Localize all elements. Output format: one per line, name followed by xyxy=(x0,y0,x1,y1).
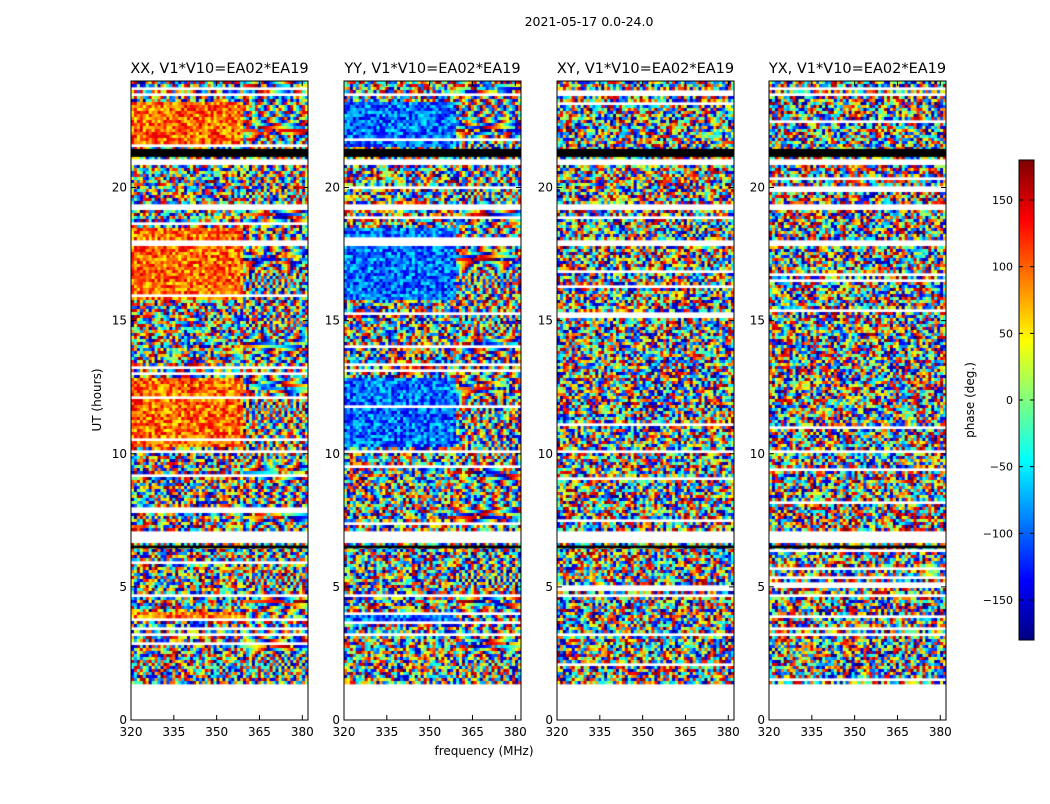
y-tick-label: 15 xyxy=(112,314,127,328)
y-tick-label: 5 xyxy=(332,580,340,594)
panel-title: YX, V1*V10=EA02*EA19 xyxy=(768,61,946,77)
figure-title: 2021-05-17 0.0-24.0 xyxy=(525,14,654,29)
panel-title: YY, V1*V10=EA02*EA19 xyxy=(343,61,520,77)
x-tick-label: 380 xyxy=(504,725,527,739)
panels: 320 335 350 365 380 0 5 10 15 20 XX, V1*V10=EA02*E… xyxy=(112,61,952,739)
x-tick-label: 365 xyxy=(674,725,697,739)
x-tick-label: 350 xyxy=(843,725,866,739)
y-tick-label: 0 xyxy=(332,713,340,727)
y-axis-label: UT (hours) xyxy=(90,368,104,431)
x-tick-label: 365 xyxy=(248,725,271,739)
y-tick-label: 10 xyxy=(325,447,340,461)
y-tick-label: 10 xyxy=(750,447,765,461)
y-tick-label: 15 xyxy=(538,314,553,328)
y-tick-label: 0 xyxy=(545,713,553,727)
colorbar-tick-label: −100 xyxy=(983,527,1013,540)
x-tick-label: 350 xyxy=(418,725,441,739)
panel-title: XX, V1*V10=EA02*EA19 xyxy=(130,61,308,77)
phase-heatmap-1 xyxy=(131,81,308,720)
colorbar-label: phase (deg.) xyxy=(963,362,977,438)
x-tick-label: 350 xyxy=(205,725,228,739)
y-tick-label: 20 xyxy=(750,181,765,195)
x-tick-label: 365 xyxy=(461,725,484,739)
panel-2: 320 335 350 365 380 0 5 10 15 20 YY, V1*V10=EA02*E… xyxy=(325,61,527,739)
x-tick-label: 335 xyxy=(800,725,823,739)
y-tick-label: 20 xyxy=(325,181,340,195)
y-tick-label: 20 xyxy=(538,181,553,195)
x-tick-label: 380 xyxy=(929,725,952,739)
colorbar-tick-label: −50 xyxy=(990,461,1013,474)
x-tick-label: 335 xyxy=(375,725,398,739)
colorbar: −150 −100 −50 0 50 100 150 xyxy=(983,159,1035,641)
x-tick-label: 320 xyxy=(333,725,356,739)
x-tick-label: 350 xyxy=(631,725,654,739)
panel-1: 320 335 350 365 380 0 5 10 15 20 XX, V1*V10=EA02*E… xyxy=(112,61,314,739)
x-tick-label: 335 xyxy=(162,725,185,739)
panel-title: XY, V1*V10=EA02*EA19 xyxy=(557,61,734,77)
y-tick-label: 15 xyxy=(750,314,765,328)
colorbar-tick-label: 100 xyxy=(992,261,1013,274)
panel-frame xyxy=(130,80,309,721)
panel-frame xyxy=(556,80,735,721)
x-tick-label: 320 xyxy=(758,725,781,739)
colorbar-tick-label: −150 xyxy=(983,594,1013,607)
panel-3: 320 335 350 365 380 0 5 10 15 20 XY, V1*V10=EA02*E… xyxy=(538,61,740,739)
x-tick-label: 320 xyxy=(546,725,569,739)
y-tick-label: 15 xyxy=(325,314,340,328)
y-tick-label: 5 xyxy=(545,580,553,594)
y-tick-label: 0 xyxy=(757,713,765,727)
phase-heatmap-2 xyxy=(344,81,521,720)
y-tick-label: 0 xyxy=(119,713,127,727)
x-tick-label: 335 xyxy=(588,725,611,739)
colorbar-gradient xyxy=(1019,160,1034,640)
panel-frame xyxy=(768,80,947,721)
x-axis-label: frequency (MHz) xyxy=(434,744,533,758)
panel-4: 320 335 350 365 380 0 5 10 15 20 YX, V1*V10=EA02*E… xyxy=(750,61,952,739)
x-tick-label: 320 xyxy=(120,725,143,739)
colorbar-tick-label: 50 xyxy=(999,327,1013,340)
panel-frame xyxy=(343,80,522,721)
colorbar-tick-label: 150 xyxy=(992,194,1013,207)
x-tick-label: 365 xyxy=(886,725,909,739)
y-tick-label: 20 xyxy=(112,181,127,195)
y-tick-label: 5 xyxy=(757,580,765,594)
colorbar-tick-label: 0 xyxy=(1006,394,1013,407)
y-tick-label: 10 xyxy=(538,447,553,461)
phase-heatmap-3 xyxy=(557,81,734,720)
y-tick-label: 5 xyxy=(119,580,127,594)
x-tick-label: 380 xyxy=(291,725,314,739)
x-tick-label: 380 xyxy=(717,725,740,739)
y-tick-label: 10 xyxy=(112,447,127,461)
phase-heatmap-4 xyxy=(769,81,946,720)
